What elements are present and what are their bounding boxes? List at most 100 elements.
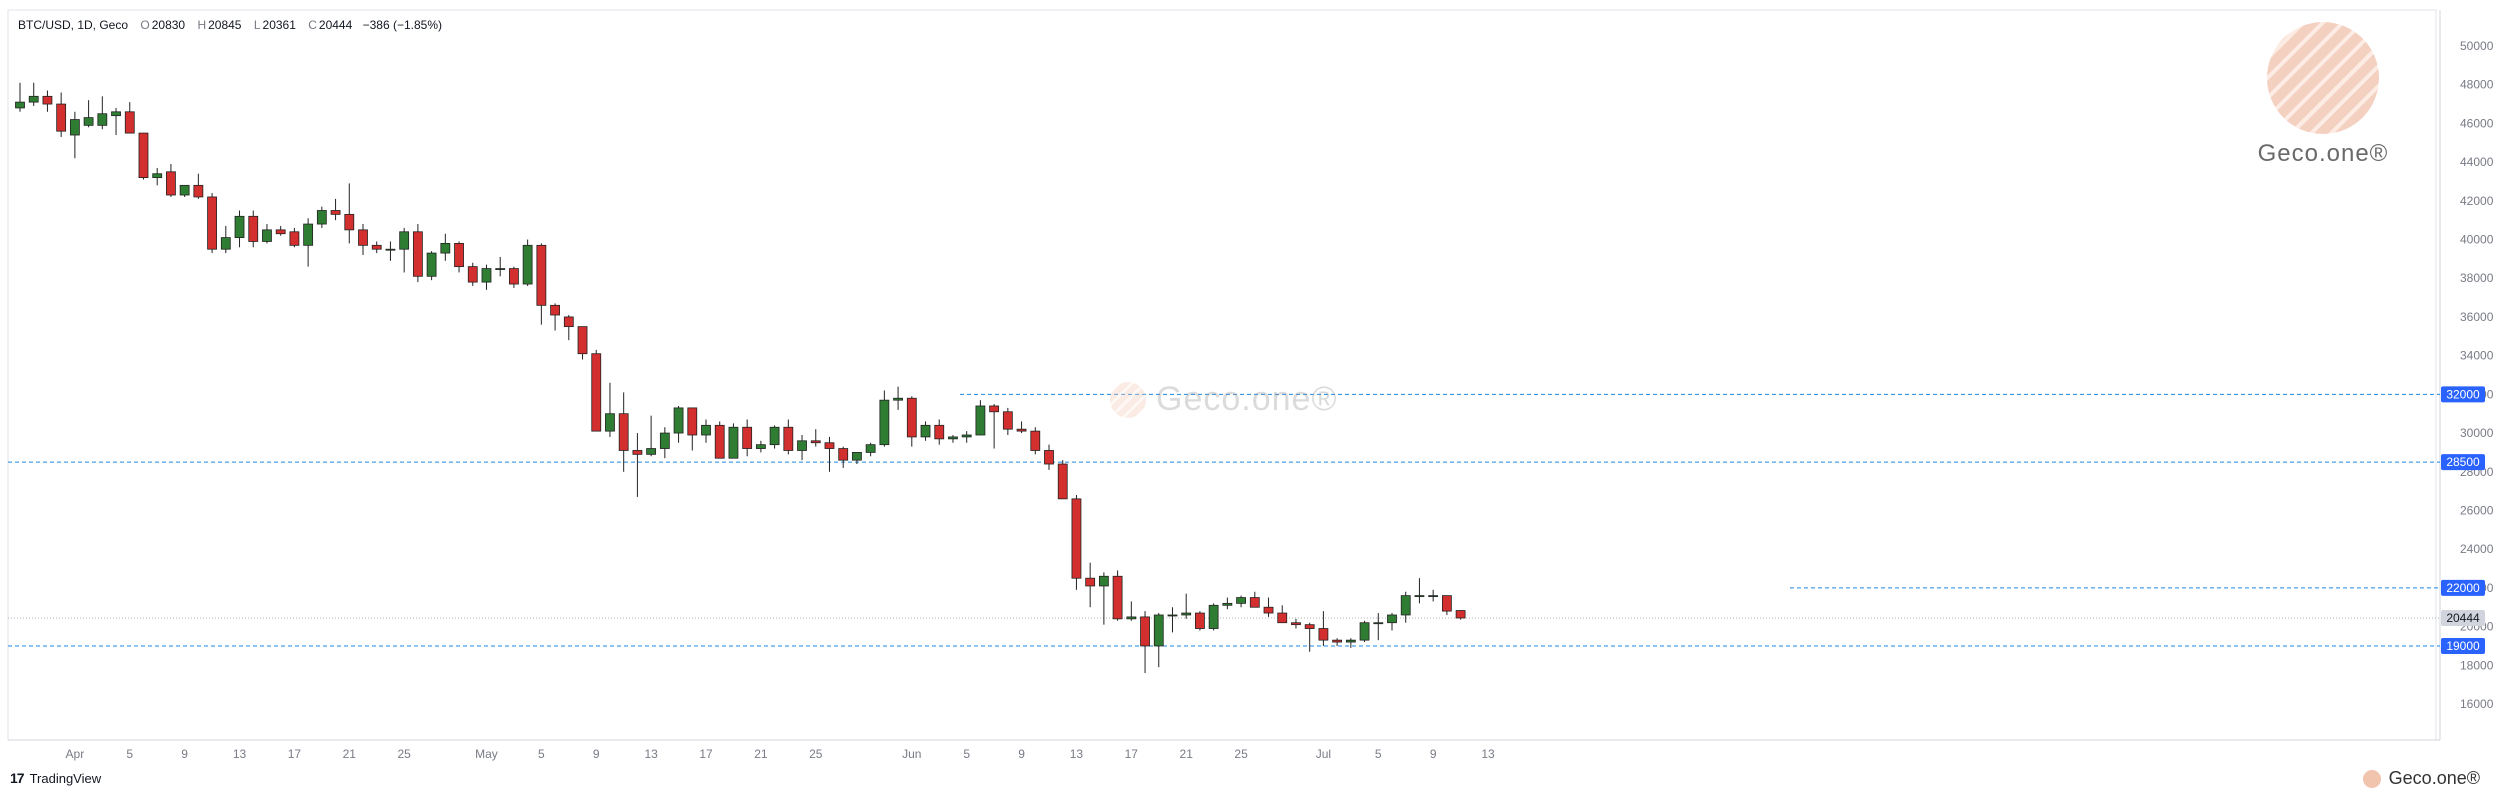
- candle-body-up: [1400, 595, 1411, 616]
- level-badge: [2441, 386, 2485, 403]
- candle-body-up: [316, 210, 327, 225]
- candle-body-up: [1181, 612, 1192, 616]
- candle-body-up: [28, 95, 39, 103]
- candle-body-up: [920, 424, 931, 438]
- candle-body-down: [193, 184, 204, 198]
- candle-body-down: [207, 196, 217, 250]
- candle-body-down: [371, 244, 382, 250]
- candle-body-up: [948, 436, 958, 440]
- candle-body-down: [1016, 428, 1027, 432]
- level-badge-label: 22000: [2446, 581, 2480, 595]
- time-tick-label: 21: [754, 747, 768, 761]
- price-tick-label: 36000: [2460, 310, 2494, 324]
- brand-footer: Geco.one®: [2362, 768, 2480, 789]
- candle-body-up: [234, 215, 245, 238]
- candle-body-up: [1208, 604, 1219, 629]
- candle-body-down: [358, 229, 368, 246]
- candle-body-up: [69, 119, 80, 136]
- candle-body-up: [97, 113, 108, 126]
- candle-body-down: [509, 268, 519, 285]
- candle-body-up: [1414, 595, 1425, 598]
- price-tick-label: 44000: [2460, 155, 2494, 169]
- candle-body-up: [83, 117, 94, 126]
- candle-body-up: [865, 444, 876, 453]
- time-tick-label: 17: [1125, 747, 1139, 761]
- time-tick-label: May: [475, 747, 498, 761]
- candle-body-down: [412, 231, 423, 277]
- candle-body-up: [1387, 614, 1397, 624]
- candle-body-up: [852, 452, 862, 461]
- tradingview-label: TradingView: [29, 770, 102, 786]
- candle-body-up: [481, 268, 492, 283]
- candle-body-down: [742, 426, 753, 449]
- center-watermark: Geco.one®: [1110, 380, 1338, 419]
- candle-body-down: [56, 103, 67, 132]
- high-value: 20845: [208, 18, 242, 32]
- candle-body-down: [618, 413, 629, 451]
- candle-body-up: [303, 223, 314, 246]
- candle-body-up: [1345, 639, 1356, 643]
- time-tick-label: 9: [593, 747, 600, 761]
- candle-body-down: [1455, 610, 1466, 619]
- candle-body-up: [1373, 622, 1384, 625]
- price-tick-label: 42000: [2460, 194, 2494, 208]
- candle-body-down: [687, 407, 698, 436]
- time-tick-label: 17: [288, 747, 302, 761]
- symbol-label: BTC/USD, 1D, Geco: [18, 18, 129, 32]
- candle-body-down: [632, 450, 643, 455]
- level-badge-label: 19000: [2446, 639, 2480, 653]
- time-tick-label: 5: [538, 747, 545, 761]
- candle-body-up: [1428, 595, 1439, 598]
- candle-body-down: [1304, 624, 1315, 629]
- candle-body-up: [1236, 597, 1246, 604]
- candle-body-down: [1071, 498, 1082, 579]
- tradingview-footer[interactable]: 17 TradingView: [10, 770, 101, 786]
- time-tick-label: 5: [126, 747, 133, 761]
- candle-body-up: [399, 231, 410, 250]
- candle-body-down: [1112, 575, 1123, 620]
- candle-body-down: [1441, 595, 1452, 612]
- candle-body-down: [344, 213, 355, 231]
- price-tick-label: 34000: [2460, 349, 2494, 363]
- brand-watermark-text: Geco.one®: [2257, 140, 2389, 167]
- candle-body-up: [1126, 616, 1137, 620]
- candle-body-up: [426, 252, 437, 277]
- time-tick-label: 9: [1018, 747, 1025, 761]
- brand-watermark: Geco.one®: [2253, 22, 2393, 168]
- open-label: O: [140, 18, 150, 32]
- candle-body-down: [577, 326, 588, 355]
- close-value: 20444: [318, 18, 353, 32]
- last-price-label: 20444: [2446, 611, 2480, 625]
- candle-body-up: [220, 237, 231, 250]
- candle-body-up: [1359, 622, 1370, 641]
- candle-body-down: [1318, 628, 1329, 641]
- candle-body-down: [1140, 616, 1150, 647]
- candle-body-down: [591, 353, 602, 432]
- price-tick-label: 30000: [2460, 426, 2494, 440]
- price-tick-label: 48000: [2460, 78, 2494, 92]
- candle-body-down: [1044, 450, 1054, 465]
- candle-body-up: [1222, 602, 1233, 606]
- candle-body-down: [42, 95, 53, 105]
- level-badge-label: 28500: [2446, 455, 2480, 469]
- candle-body-down: [138, 132, 149, 179]
- candle-body-down: [824, 442, 835, 449]
- price-tick-label: 40000: [2460, 233, 2494, 247]
- candle-body-up: [701, 424, 711, 436]
- time-tick-label: 21: [1180, 747, 1194, 761]
- price-tick-label: 16000: [2460, 697, 2494, 711]
- brand-footer-text: Geco.one®: [2388, 768, 2480, 788]
- time-tick-label: 25: [397, 747, 411, 761]
- geco-logo-small-icon: [1110, 381, 1146, 418]
- price-tick-label: 50000: [2460, 39, 2494, 53]
- candle-body-down: [1195, 612, 1205, 629]
- candle-body-up: [262, 229, 272, 242]
- candle-body-up: [179, 184, 190, 196]
- candle-body-up: [152, 173, 163, 179]
- candle-body-up: [893, 397, 903, 401]
- candle-body-up: [385, 248, 396, 251]
- center-watermark-text: Geco.one®: [1156, 380, 1338, 418]
- candle-body-down: [838, 448, 849, 461]
